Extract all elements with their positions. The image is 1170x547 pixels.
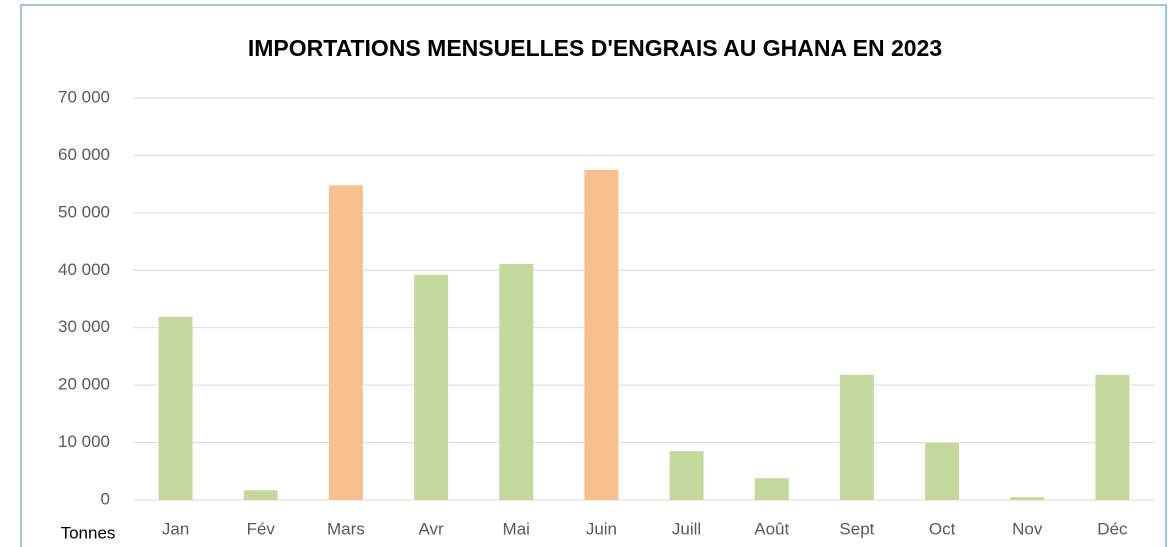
bar (669, 451, 704, 500)
bar (925, 443, 960, 500)
chart-title: IMPORTATIONS MENSUELLES D'ENGRAIS AU GHA… (248, 35, 942, 61)
bar (1010, 497, 1045, 500)
y-tick-label: 40 000 (58, 260, 110, 279)
x-tick-label: Jan (162, 519, 189, 538)
bar (1095, 374, 1130, 500)
y-tick-label: 60 000 (58, 145, 110, 164)
x-tick-label: Sept (839, 519, 874, 538)
y-tick-label: 70 000 (58, 87, 110, 106)
y-tick-label: 0 (101, 489, 110, 508)
y-tick-label: 10 000 (58, 432, 110, 451)
bar (839, 374, 874, 500)
x-tick-label: Déc (1097, 519, 1128, 538)
x-tick-label: Mai (503, 519, 530, 538)
x-tick-label: Oct (929, 519, 956, 538)
bar (414, 274, 449, 500)
y-tick-label: 30 000 (58, 317, 110, 336)
bar (158, 316, 193, 500)
x-tick-label: Juill (672, 519, 701, 538)
x-tick-label: Juin (586, 519, 617, 538)
y-tick-label: 50 000 (58, 202, 110, 221)
y-axis-label: Tonnes (61, 523, 116, 542)
x-tick-label: Fév (247, 519, 276, 538)
x-tick-label: Avr (418, 519, 444, 538)
x-tick-label: Nov (1012, 519, 1043, 538)
bar (754, 478, 789, 500)
bar (499, 263, 534, 500)
x-tick-label: Août (754, 519, 789, 538)
bar (584, 169, 619, 501)
bar (328, 185, 363, 500)
bar (243, 490, 278, 500)
x-tick-label: Mars (327, 519, 365, 538)
y-tick-label: 20 000 (58, 375, 110, 394)
